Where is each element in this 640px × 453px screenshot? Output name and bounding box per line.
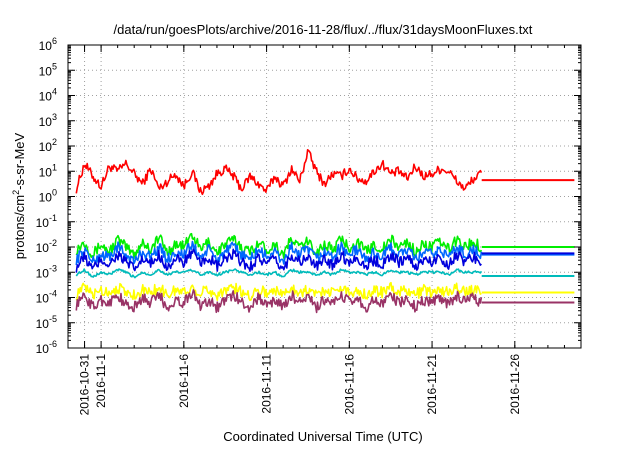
y-tick-exponent: 5: [52, 61, 57, 71]
y-tick-base: 10: [39, 165, 53, 179]
x-tick-label: 2016-10-31: [78, 354, 92, 416]
y-tick-base: 10: [36, 317, 50, 331]
series-7: [75, 289, 575, 314]
x-tick-label: 2016-11-26: [508, 354, 522, 415]
y-tick-label: 10-2: [36, 238, 57, 255]
y-tick-exponent: -1: [49, 213, 57, 223]
y-axis-label-rest: -s-sr-MeV: [12, 132, 27, 189]
series-7-line: [75, 289, 483, 314]
y-tick-exponent: 4: [52, 87, 57, 97]
y-axis-label-main: protons/cm: [12, 195, 27, 259]
series-6: [75, 281, 575, 302]
y-tick-label: 10-4: [36, 289, 57, 306]
series-3: [75, 240, 575, 266]
y-tick-base: 10: [36, 292, 50, 306]
data-series: [75, 149, 575, 314]
y-tick-label: 10-6: [36, 339, 57, 356]
y-axis-label-sup: 2: [11, 190, 21, 195]
y-tick-base: 10: [39, 115, 53, 129]
series-6-line: [75, 281, 482, 302]
x-tick-label: 2016-11-1: [94, 354, 108, 408]
y-tick-base: 10: [39, 191, 53, 205]
y-tick-exponent: 2: [52, 137, 57, 147]
y-tick-base: 10: [36, 342, 50, 356]
y-tick-exponent: -4: [49, 289, 57, 299]
series-4: [75, 248, 575, 273]
y-tick-label: 101: [39, 162, 57, 179]
y-tick-base: 10: [36, 266, 50, 280]
y-tick-exponent: -5: [49, 314, 57, 324]
y-tick-exponent: -2: [49, 238, 57, 248]
series-1: [75, 149, 575, 196]
x-axis-label: Coordinated Universal Time (UTC): [223, 429, 422, 444]
y-axis-label: protons/cm2-s-sr-MeV: [11, 132, 27, 259]
y-tick-base: 10: [39, 90, 53, 104]
y-axis-ticks: 10-610-510-410-310-210-11001011021031041…: [36, 36, 581, 356]
y-tick-label: 10-1: [36, 213, 57, 230]
y-tick-exponent: 0: [52, 188, 57, 198]
y-tick-base: 10: [36, 241, 50, 255]
y-tick-exponent: -3: [49, 263, 57, 273]
y-tick-exponent: 1: [52, 162, 57, 172]
series-4-line: [75, 248, 482, 273]
y-tick-label: 10-3: [36, 263, 57, 280]
chart-title: /data/run/goesPlots/archive/2016-11-28/f…: [114, 22, 533, 37]
series-1-line: [75, 149, 483, 196]
y-tick-label: 105: [39, 61, 57, 78]
y-tick-label: 102: [39, 137, 57, 154]
y-tick-exponent: -6: [49, 339, 57, 349]
y-tick-label: 103: [39, 112, 57, 129]
series-5-line: [75, 268, 483, 279]
y-tick-exponent: 6: [52, 36, 57, 46]
x-tick-label: 2016-11-21: [425, 354, 439, 415]
y-tick-label: 10-5: [36, 314, 57, 331]
y-tick-base: 10: [39, 39, 53, 53]
y-tick-exponent: 3: [52, 112, 57, 122]
series-3-line: [75, 240, 483, 266]
y-tick-label: 104: [39, 87, 57, 104]
series-5: [75, 268, 575, 279]
y-tick-label: 100: [39, 188, 57, 205]
y-tick-base: 10: [39, 64, 53, 78]
x-tick-label: 2016-11-16: [342, 354, 356, 415]
x-axis-ticks: 2016-10-31 2016-11-1 2016-11-6 2016-11-11 20…: [78, 45, 565, 415]
y-tick-label: 106: [39, 36, 57, 53]
x-tick-label: 2016-11-11: [260, 354, 274, 414]
x-tick-label: 2016-11-6: [177, 354, 191, 408]
y-tick-base: 10: [36, 216, 50, 230]
y-tick-base: 10: [39, 140, 53, 154]
